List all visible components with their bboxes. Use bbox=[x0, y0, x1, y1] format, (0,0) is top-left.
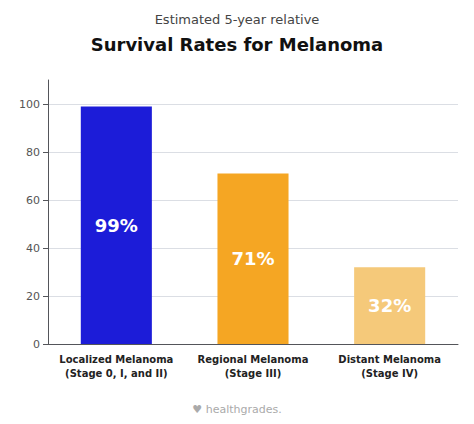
svg-text:Estimated 5-year relative: Estimated 5-year relative bbox=[155, 12, 320, 27]
svg-text:Survival Rates for Melanoma: Survival Rates for Melanoma bbox=[91, 34, 384, 55]
svg-text:32%: 32% bbox=[368, 295, 411, 316]
svg-text:40: 40 bbox=[26, 242, 40, 255]
svg-text:100: 100 bbox=[19, 98, 40, 111]
svg-text:60: 60 bbox=[26, 194, 40, 207]
svg-text:0: 0 bbox=[33, 338, 40, 351]
svg-text:♥ healthgrades.: ♥ healthgrades. bbox=[192, 403, 281, 416]
svg-text:Distant Melanoma: Distant Melanoma bbox=[338, 354, 441, 365]
svg-text:71%: 71% bbox=[231, 248, 274, 269]
svg-text:99%: 99% bbox=[95, 215, 138, 236]
svg-text:Localized Melanoma: Localized Melanoma bbox=[59, 354, 173, 365]
svg-text:80: 80 bbox=[26, 146, 40, 159]
svg-text:(Stage III): (Stage III) bbox=[225, 368, 281, 379]
svg-text:(Stage IV): (Stage IV) bbox=[361, 368, 418, 379]
svg-text:Regional Melanoma: Regional Melanoma bbox=[198, 354, 309, 365]
svg-text:20: 20 bbox=[26, 290, 40, 303]
svg-text:(Stage 0, I, and II): (Stage 0, I, and II) bbox=[65, 368, 167, 379]
